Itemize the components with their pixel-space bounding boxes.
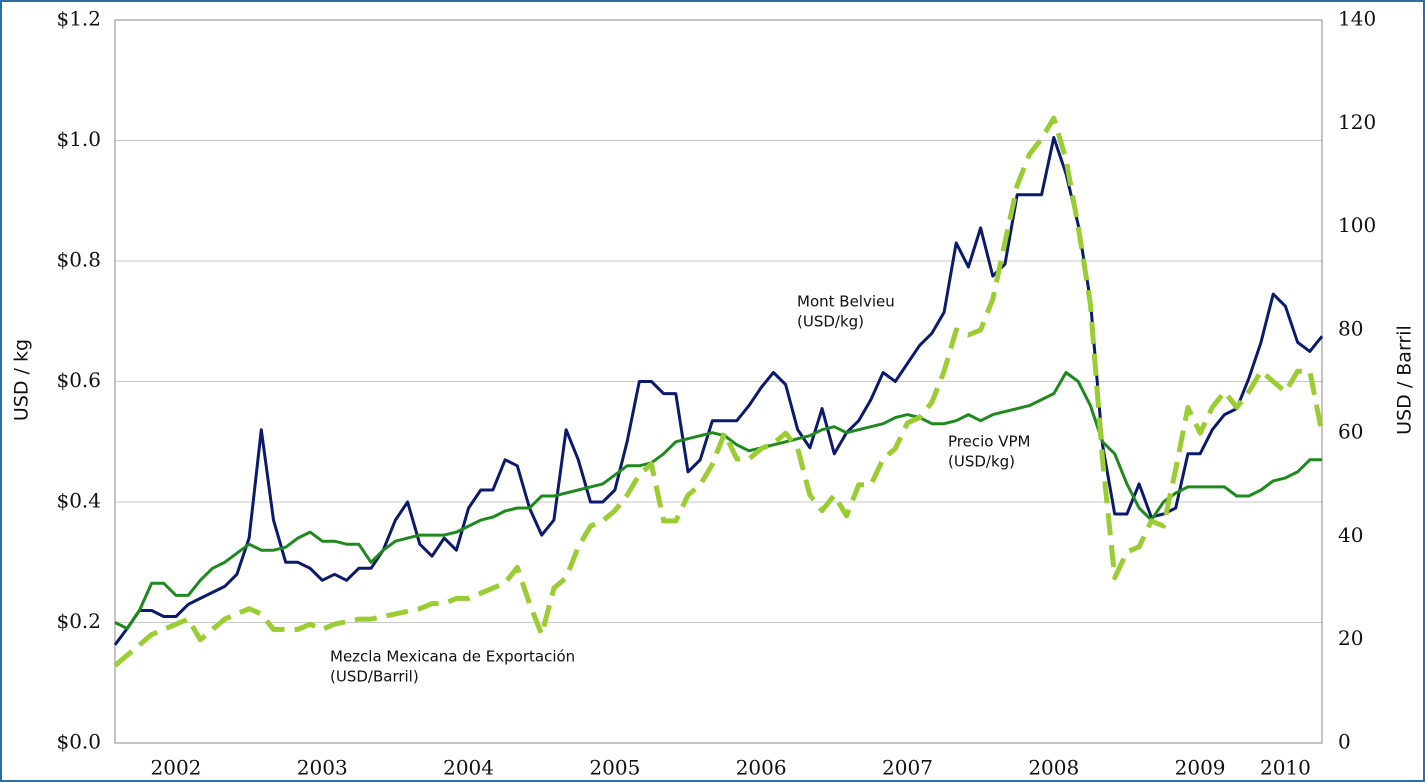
y2-tick-label: 60 <box>1338 420 1363 444</box>
x-tick-label: 2004 <box>443 756 494 780</box>
y-tick-label: $0.0 <box>56 730 101 754</box>
x-tick-label: 2007 <box>882 756 933 780</box>
y2-axis-title: USD / Barril <box>1394 325 1416 435</box>
y-tick-label: $0.6 <box>56 368 101 392</box>
x-tick-label: 2002 <box>151 756 202 780</box>
series-unit: (USD/kg) <box>797 313 864 331</box>
y2-tick-label: 80 <box>1338 316 1363 340</box>
series-unit: (USD/kg) <box>948 453 1015 471</box>
y2-tick-label: 100 <box>1338 213 1376 237</box>
y2-tick-label: 20 <box>1338 626 1363 650</box>
series-unit: (USD/Barril) <box>330 668 419 686</box>
x-tick-label: 2006 <box>736 756 787 780</box>
series-line <box>113 115 1325 668</box>
y-tick-label: $0.2 <box>56 609 101 633</box>
x-tick-label: 2005 <box>589 756 640 780</box>
series-line <box>113 136 1324 646</box>
y2-tick-label: 140 <box>1338 7 1376 31</box>
plot-border <box>114 19 1323 744</box>
series-label: Mezcla Mexicana de Exportación <box>330 648 575 666</box>
series-label: Precio VPM <box>948 433 1030 451</box>
y2-tick-label: 120 <box>1338 110 1376 134</box>
x-tick-label: 2009 <box>1175 756 1226 780</box>
x-tick-label: 2003 <box>297 756 348 780</box>
x-tick-label: 2008 <box>1028 756 1079 780</box>
y-tick-label: $1.2 <box>56 7 101 31</box>
series-line <box>114 371 1322 630</box>
series-label: Mont Belvieu <box>797 293 895 311</box>
x-tick-label: 2010 <box>1260 756 1311 780</box>
y-axis-title: USD / kg <box>11 339 33 421</box>
y2-tick-label: 40 <box>1338 523 1363 547</box>
y-tick-label: $0.4 <box>56 489 101 513</box>
y2-tick-label: 0 <box>1338 730 1351 754</box>
y-tick-label: $1.0 <box>56 127 101 151</box>
y-tick-label: $0.8 <box>56 248 101 272</box>
